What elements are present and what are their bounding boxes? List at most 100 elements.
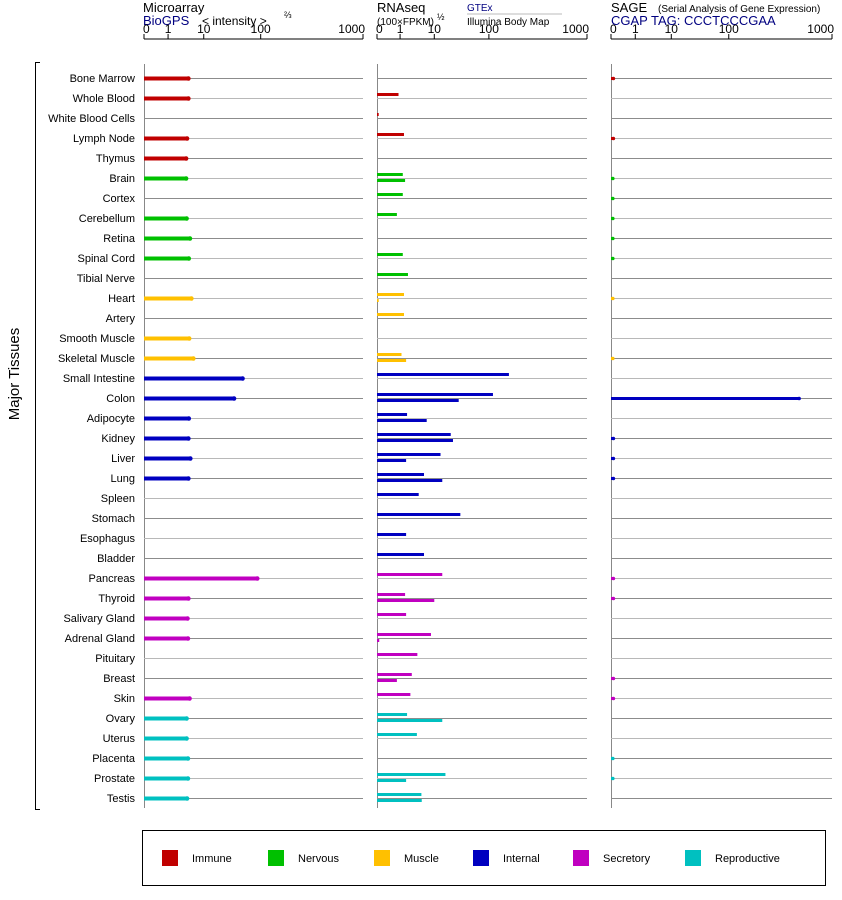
microarray-biogps-bar-thymus (144, 156, 187, 161)
sage-bar-cap-liver (611, 456, 616, 461)
tissue-label-kidney: Kidney (101, 433, 135, 445)
tissue-label-lymph-node: Lymph Node (73, 133, 135, 145)
tissue-label-bladder: Bladder (97, 553, 135, 565)
microarray-biogps-bar-colon (144, 396, 235, 401)
rnaseq-illumina-body-map-bar-ovary (377, 719, 443, 722)
microarray-bar-cap-cerebellum (184, 216, 189, 221)
rnaseq-source-ibm: Illumina Body Map (467, 17, 550, 28)
rnaseq-illumina-body-map-bar-brain (377, 179, 406, 182)
tissue-label-liver: Liver (111, 453, 135, 465)
tissue-label-salivary-gland: Salivary Gland (63, 613, 135, 625)
sage-bar-cap-cortex (610, 196, 615, 201)
legend-label-muscle: Muscle (404, 853, 439, 865)
rnaseq-gtex-bar-cerebellum (377, 213, 397, 216)
microarray-biogps-bar-retina (144, 236, 190, 241)
rnaseq-title: RNAseq (377, 0, 425, 15)
expression-bars (144, 76, 801, 802)
microarray-tick-label-2: 10 (197, 22, 211, 36)
legend-swatch-immune (162, 850, 178, 866)
rnaseq-gtex-bar-bladder (377, 553, 424, 556)
major-tissues-bracket: Major Tissues (6, 62, 40, 810)
tissue-label-stomach: Stomach (92, 513, 135, 525)
rnaseq-tick-label-4: 1000 (562, 22, 589, 36)
rnaseq-illumina-body-map-bar-heart (377, 299, 379, 302)
tissue-label-thymus: Thymus (96, 153, 136, 165)
legend-swatch-internal (473, 850, 489, 866)
tissue-label-adipocyte: Adipocyte (87, 413, 135, 425)
microarray-bar-cap-adrenal-gland (185, 636, 191, 641)
rnaseq-gtex-bar-ovary (377, 713, 408, 716)
sage-tick-label-0: 0 (610, 22, 617, 36)
rnaseq-gtex-bar-skeletal-muscle (377, 353, 402, 356)
microarray-bar-cap-skeletal-muscle (191, 356, 196, 361)
microarray-bar-cap-smooth-muscle (186, 336, 192, 341)
sage-bar-cap-thyroid (611, 596, 616, 601)
legend-label-reproductive: Reproductive (715, 853, 780, 865)
sage-tick-label-2: 10 (665, 22, 679, 36)
rnaseq-gtex-bar-cortex (377, 193, 403, 196)
tissue-label-skin: Skin (114, 693, 135, 705)
rnaseq-gtex-bar-liver (377, 453, 441, 456)
rnaseq-gtex-bar-breast (377, 673, 412, 676)
microarray-source: BioGPS (143, 13, 190, 28)
microarray-biogps-bar-small-intestine (144, 376, 243, 381)
rnaseq-gtex-bar-spinal-cord (377, 253, 403, 256)
rnaseq-gtex-bar-skin (377, 693, 411, 696)
panel-axes: 0 1 10 100 1000 0 1 10 100 1000 0 1 10 100 1000 (143, 22, 834, 808)
microarray-bar-cap-prostate (185, 776, 191, 781)
rnaseq-unit: (100×FPKM) (377, 17, 434, 28)
sage-bar-cap-retina (610, 236, 615, 241)
legend-swatch-muscle (374, 850, 390, 866)
rnaseq-illumina-body-map-bar-testis (377, 799, 422, 802)
rnaseq-gtex-bar-tibial-nerve (377, 273, 408, 276)
rnaseq-tick-label-3: 100 (479, 22, 499, 36)
microarray-bar-cap-pancreas (254, 576, 260, 581)
microarray-exponent: ⅔ (284, 10, 292, 20)
rnaseq-gtex-bar-kidney (377, 433, 451, 436)
microarray-biogps-bar-adipocyte (144, 416, 189, 421)
tissue-label-tibial-nerve: Tibial Nerve (77, 273, 135, 285)
microarray-bar-cap-whole-blood (186, 96, 191, 101)
microarray-biogps-bar-lung (144, 476, 189, 481)
rnaseq-source-gtex: GTEx (467, 3, 493, 14)
microarray-unit: < intensity > (202, 14, 267, 28)
microarray-biogps-bar-adrenal-gland (144, 636, 188, 641)
rnaseq-illumina-body-map-bar-adipocyte (377, 419, 427, 422)
microarray-bar-cap-liver (188, 456, 193, 461)
rnaseq-gtex-bar-artery (377, 313, 404, 316)
microarray-bar-cap-brain (183, 176, 189, 181)
tissue-label-breast: Breast (103, 673, 135, 685)
microarray-bar-cap-testis (184, 796, 190, 801)
rnaseq-gtex-bar-colon (377, 393, 493, 396)
rnaseq-gtex-bar-adrenal-gland (377, 633, 431, 636)
rnaseq-illumina-body-map-bar-lung (377, 479, 443, 482)
microarray-bar-cap-spinal-cord (186, 256, 192, 261)
tissue-label-cerebellum: Cerebellum (79, 213, 135, 225)
sage-subtitle: (Serial Analysis of Gene Expression) (658, 4, 820, 15)
tissue-labels: Bone Marrow Whole Blood White Blood Cells L… (48, 73, 136, 805)
microarray-biogps-bar-bone-marrow (144, 76, 189, 81)
sage-bar-cap-skin (611, 696, 616, 701)
rnaseq-gtex-bar-thyroid (377, 593, 406, 596)
microarray-biogps-bar-salivary-gland (144, 616, 188, 621)
rnaseq-gtex-bar-stomach (377, 513, 461, 516)
tissue-label-ovary: Ovary (106, 713, 136, 725)
tissue-label-colon: Colon (106, 393, 135, 405)
rnaseq-gtex-bar-white-blood-cells (377, 113, 379, 116)
tissue-label-thyroid: Thyroid (98, 593, 135, 605)
sage-bar-cap-placenta (610, 756, 615, 761)
microarray-biogps-bar-thyroid (144, 596, 189, 601)
microarray-biogps-bar-skeletal-muscle (144, 356, 194, 361)
rnaseq-gtex-bar-lymph-node (377, 133, 404, 136)
sage-bar-cap-colon (797, 396, 801, 401)
rnaseq-gtex-bar-pancreas (377, 573, 443, 576)
rnaseq-gtex-bar-spleen (377, 493, 419, 496)
microarray-bar-cap-adipocyte (186, 416, 192, 421)
rnaseq-illumina-body-map-bar-thyroid (377, 599, 435, 602)
sage-bar-cap-bone-marrow (611, 76, 616, 81)
tissue-label-pancreas: Pancreas (89, 573, 136, 585)
legend: Immune Nervous Muscle Internal Secretory Repr… (142, 830, 826, 886)
tissue-label-white-blood-cells: White Blood Cells (48, 113, 135, 125)
